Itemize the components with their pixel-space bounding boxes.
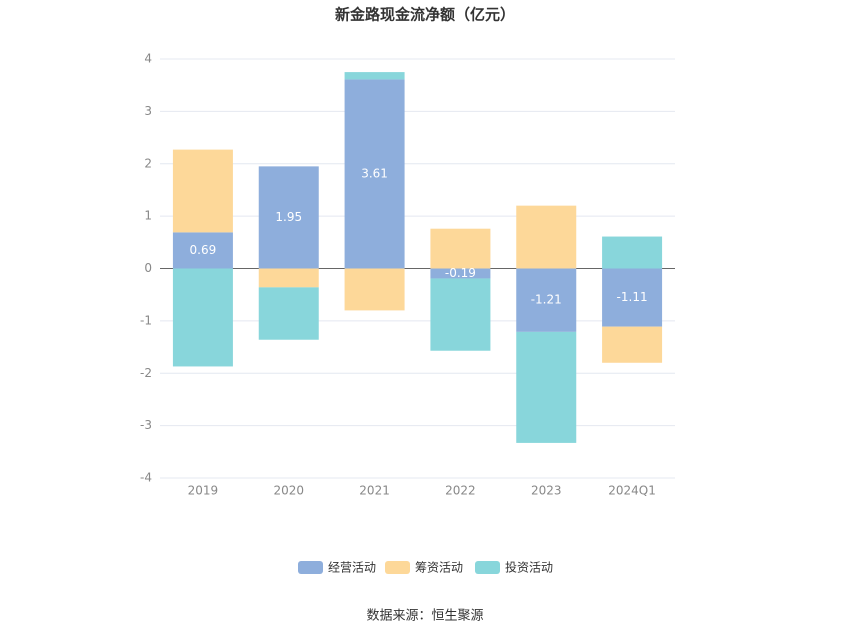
y-tick-label: 2 — [144, 156, 152, 170]
x-tick-label: 2021 — [359, 484, 390, 498]
data-label: 0.69 — [190, 243, 217, 257]
y-tick-label: -2 — [140, 366, 152, 380]
bar-segment — [430, 268, 491, 279]
bar-segment — [602, 268, 663, 327]
legend-swatch — [475, 561, 500, 574]
y-tick-label: 1 — [144, 209, 152, 223]
bar-segment — [602, 326, 663, 363]
x-tick-label: 2023 — [531, 484, 562, 498]
bar-segment — [258, 166, 319, 269]
data-label: -1.21 — [531, 293, 562, 307]
x-tick-label: 2019 — [188, 484, 219, 498]
y-tick-label: -1 — [140, 313, 152, 327]
y-tick-label: -4 — [140, 471, 152, 485]
legend-label: 投资活动 — [505, 560, 553, 575]
data-label: 1.95 — [275, 210, 302, 224]
chart-title: 新金路现金流净额（亿元） — [335, 6, 515, 24]
bar-segment — [516, 331, 577, 443]
x-tick-label: 2020 — [273, 484, 304, 498]
y-tick-label: 4 — [144, 52, 152, 66]
bar-segment — [258, 287, 319, 340]
bar-segment — [602, 236, 663, 269]
data-label: -1.11 — [617, 290, 648, 304]
bar-segment — [430, 278, 491, 351]
y-tick-label: 3 — [144, 104, 152, 118]
bar-segment — [172, 232, 233, 269]
bar-segment — [172, 149, 233, 233]
bar-segment — [344, 79, 405, 269]
y-tick-label: -3 — [140, 418, 152, 432]
data-label: -0.19 — [445, 266, 476, 280]
bar-segment — [516, 205, 577, 269]
bar-segment — [344, 72, 405, 80]
bar-segment — [516, 268, 577, 332]
legend-label: 经营活动 — [328, 561, 376, 575]
bar-segment — [344, 268, 405, 311]
legend-label: 筹资活动 — [415, 561, 463, 575]
bar-segment — [172, 268, 233, 367]
bar-segment — [430, 228, 491, 269]
x-tick-label: 2024Q1 — [608, 484, 656, 498]
bar-segment — [258, 268, 319, 288]
legend-swatch — [385, 561, 410, 574]
y-tick-label: 0 — [144, 261, 152, 275]
data-label: 3.61 — [361, 166, 388, 180]
source-note: 数据来源：恒生聚源 — [366, 609, 483, 624]
x-tick-label: 2022 — [445, 484, 476, 498]
legend-swatch — [298, 561, 323, 574]
